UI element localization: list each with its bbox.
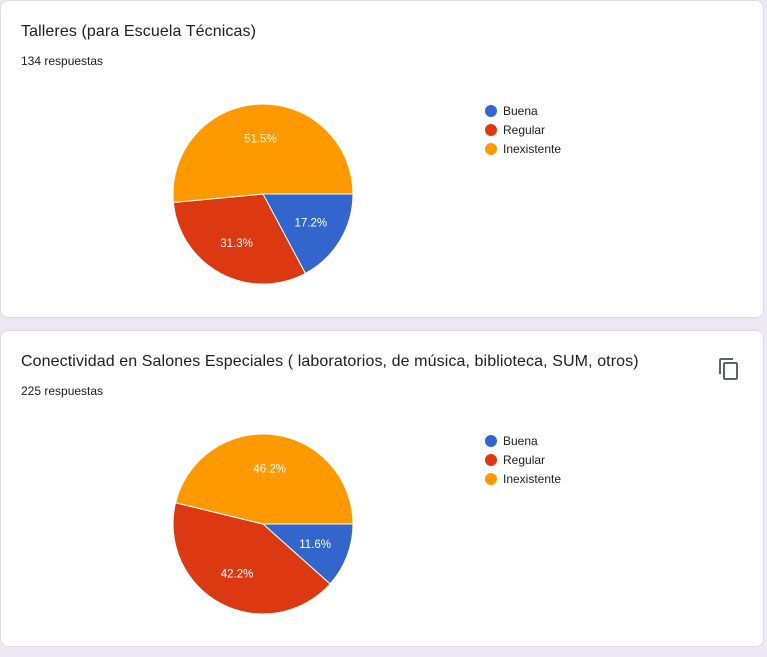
pie-slice-label: 11.6% — [299, 539, 331, 551]
pie-slice-inexistente — [174, 433, 354, 525]
legend-swatch-icon — [485, 123, 497, 136]
copy-chart-button[interactable] — [713, 353, 745, 385]
legend-label: Buena — [503, 433, 538, 448]
legend-item-buena: Buena — [485, 101, 561, 120]
pie-slice-regular — [172, 502, 331, 615]
pie-slice-label: 31.3% — [220, 238, 253, 250]
question-card: Talleres (para Escuela Técnicas) 134 res… — [0, 0, 764, 318]
pie-slice-inexistente — [172, 103, 354, 204]
pie-slice-label: 42.2% — [221, 568, 254, 580]
pie-chart: 11.6% 42.2% 46.2% — [172, 433, 354, 615]
legend-label: Inexistente — [503, 141, 562, 156]
legend-swatch-icon — [485, 434, 497, 447]
legend-item-regular: Regular — [485, 450, 561, 469]
pie-slice-label: 46.2% — [253, 464, 286, 476]
response-count: 134 respuestas — [21, 54, 104, 68]
pie-chart: 17.2% 31.3% 51.5% — [172, 103, 354, 285]
question-card: Conectividad en Salones Especiales ( lab… — [0, 330, 764, 647]
legend-swatch-icon — [485, 472, 497, 485]
chart-legend: Buena Regular Inexistente — [485, 101, 561, 158]
pie-slice-label: 51.5% — [244, 133, 277, 145]
pie-slice-buena — [262, 193, 354, 275]
copy-icon — [719, 358, 738, 380]
pie-slice-label: 17.2% — [295, 218, 328, 230]
legend-label: Regular — [503, 122, 546, 137]
legend-swatch-icon — [485, 142, 497, 155]
question-title: Conectividad en Salones Especiales ( lab… — [21, 353, 639, 370]
pie-slice-regular — [172, 193, 307, 285]
legend-swatch-icon — [485, 453, 497, 466]
legend-label: Buena — [503, 103, 538, 118]
legend-swatch-icon — [485, 104, 497, 117]
legend-item-regular: Regular — [485, 120, 561, 139]
response-count: 225 respuestas — [21, 384, 104, 398]
question-title: Talleres (para Escuela Técnicas) — [21, 23, 257, 40]
legend-item-inexistente: Inexistente — [485, 469, 561, 488]
pie-slice-buena — [261, 523, 354, 585]
legend-label: Inexistente — [503, 471, 562, 486]
chart-legend: Buena Regular Inexistente — [485, 431, 561, 488]
legend-item-buena: Buena — [485, 431, 561, 450]
legend-label: Regular — [503, 452, 546, 467]
legend-item-inexistente: Inexistente — [485, 139, 561, 158]
